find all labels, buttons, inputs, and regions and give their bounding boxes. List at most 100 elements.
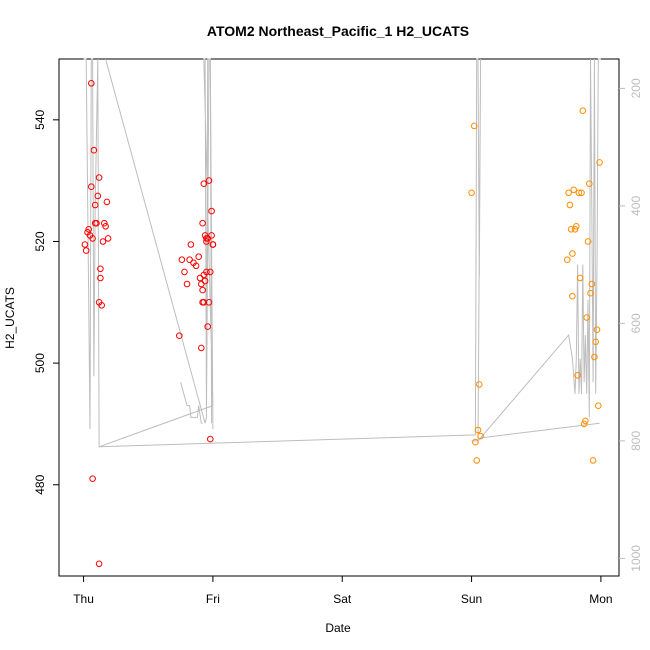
data-point [200,299,208,306]
y-tick-label: 520 [33,231,47,251]
plot-box [58,58,620,577]
y-axis-right: 200 400 600 800 1000 [619,78,643,572]
data-point [574,372,581,379]
data-point [583,314,591,321]
pressure-trace [83,58,601,448]
data-point [99,238,107,245]
data-point [573,223,580,230]
data-point [178,256,186,264]
data-point [102,223,109,230]
data-point [198,344,205,352]
data-point [198,280,205,288]
data-point [82,247,90,254]
data-point [192,262,200,270]
data-point [582,417,589,425]
data-point [199,286,206,294]
data-point [209,241,217,248]
data-point [569,250,576,257]
data-point [476,381,483,388]
y2-tick-label: 1000 [629,545,643,572]
data-point [596,159,603,166]
data-point [203,268,210,276]
pressure-trace-segment [480,422,600,439]
data-point [88,183,95,190]
data-point [186,256,193,264]
data-point [90,146,98,154]
data-point [580,420,588,428]
x-tick-label: Mon [589,592,612,606]
pressure-trace-segment [105,58,214,430]
data-point [588,280,596,288]
data-point [93,219,100,227]
pressure-trace-segment [83,58,214,448]
data-point [575,189,583,197]
data-point [207,268,214,276]
data-point [200,180,208,187]
data-point [576,274,584,282]
data-point [208,207,215,215]
pressure-trace-segment [180,381,203,424]
data-point [183,280,191,288]
data-point [592,338,600,346]
data-point [91,201,99,209]
data-point [204,323,211,330]
y2-tick-label: 400 [629,196,643,216]
data-point [201,277,209,285]
data-point [97,274,104,282]
data-point [199,219,206,227]
x-tick-label: Sun [461,592,482,606]
data-point [196,274,204,282]
data-point [569,292,576,300]
data-point [85,226,92,233]
data-point [578,189,585,197]
pressure-trace-segment [471,58,482,442]
y-tick-label: 540 [33,109,47,129]
data-point [470,122,478,130]
data-point [207,435,214,443]
data-point [205,177,213,184]
data-point [95,560,103,568]
data-point [595,402,602,410]
data-point [89,475,96,483]
data-point [203,238,210,245]
data-point [95,299,103,306]
data-point [94,192,102,200]
data-point [103,198,111,206]
data-point [81,241,89,248]
data-point [570,186,578,194]
x-tick-label: Sat [333,592,352,606]
data-point [473,457,481,464]
y-axis-label: H2_UCATS [3,287,17,349]
y-axis-left: 480 500 520 540 [33,109,60,495]
data-point [468,189,475,197]
data-point [587,289,594,297]
data-point [579,107,587,114]
x-tick-label: Fri [206,592,220,606]
data-point [181,268,188,276]
pressure-trace-segment [99,434,472,448]
data-point [89,235,96,242]
data-point [95,174,103,181]
data-point [565,189,572,197]
data-point [104,235,112,242]
data-point [208,232,215,239]
y2-tick-label: 600 [629,313,643,333]
y2-tick-label: 800 [629,431,643,451]
y2-tick-label: 200 [629,78,643,98]
x-axis-label: Date [325,621,351,635]
data-point [88,80,95,87]
y-tick-label: 480 [33,474,47,494]
data-point [567,226,575,233]
data-point [564,256,571,264]
data-point [176,332,183,340]
series-1-points [81,80,217,568]
data-point [589,457,597,464]
data-point [591,353,598,361]
data-point [187,241,195,248]
data-point [472,438,479,446]
data-point [474,426,482,434]
chart-title: ATOM2 Northeast_Pacific_1 H2_UCATS [207,23,469,39]
data-point [195,253,202,261]
data-point [593,326,601,334]
